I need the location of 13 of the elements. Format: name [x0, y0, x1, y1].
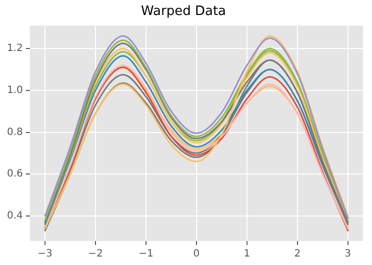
- x-tick-label: −1: [138, 248, 154, 260]
- x-tick-label: 2: [294, 248, 301, 260]
- x-tick-label: 3: [344, 248, 352, 260]
- y-tick-label: 1.0: [6, 85, 23, 96]
- y-tick-label: 1.2: [6, 43, 23, 54]
- x-tick-label: −3: [38, 248, 52, 260]
- y-tick-label: 0.8: [6, 126, 23, 138]
- x-tick-label: 1: [244, 248, 250, 260]
- x-tick-label: −2: [88, 248, 103, 260]
- y-tick-label: 0.4: [6, 210, 23, 222]
- x-tick-label: 0: [193, 248, 200, 260]
- y-tick-label: 0.6: [6, 168, 23, 180]
- chart-title: Warped Data: [140, 4, 226, 20]
